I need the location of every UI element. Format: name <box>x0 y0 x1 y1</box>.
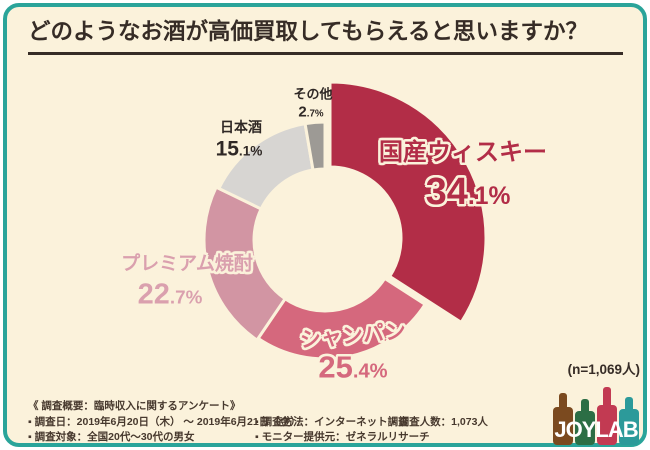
bottle-teal <box>619 397 639 445</box>
slice-value: 34.1% <box>425 171 511 213</box>
title-underline <box>28 52 623 55</box>
page-title: どのようなお酒が高価買取してもらえると思いますか？ <box>28 19 589 44</box>
slice-label: 日本酒 <box>220 119 262 135</box>
slice-value: 22.7% <box>137 278 203 311</box>
slice-value: 25.4% <box>318 349 388 385</box>
survey-target: ▪ 調査対象：全国20代～30代の男女 <box>28 431 195 443</box>
bottle-green <box>575 399 595 445</box>
slice-0 <box>328 80 488 325</box>
slice-2 <box>202 185 288 343</box>
slice-value: 2.7% <box>298 103 324 121</box>
slice-value: 15.1% <box>215 137 263 161</box>
slice-label: 国産ウィスキー <box>379 139 547 166</box>
survey-heading: 《 調査概要：臨時収入に関するアンケート》 <box>28 400 241 412</box>
joylab-logo-text: JOYLAB <box>554 417 637 442</box>
survey-date: ▪ 調査日：2019年6月20日（木） ～ 2019年6月21日（金） <box>28 416 301 428</box>
slice-label: その他 <box>293 86 333 102</box>
survey-provider: ▪ モニター提供元：ゼネラルリサーチ <box>255 431 430 443</box>
joylab-logo: JOYLAB <box>553 387 639 445</box>
infographic-card <box>3 3 647 447</box>
bottle-brown <box>553 393 573 445</box>
survey-method: ▪ 調査方法：インターネット調査 <box>255 416 409 428</box>
survey-count: ▪ 調査人数：1,073人 <box>392 416 488 428</box>
slice-4 <box>303 120 327 172</box>
slice-label: プレミアム焼酎 <box>121 253 253 275</box>
bottle-red <box>597 387 617 445</box>
sample-size-note: (n=1,069人) <box>567 362 640 377</box>
